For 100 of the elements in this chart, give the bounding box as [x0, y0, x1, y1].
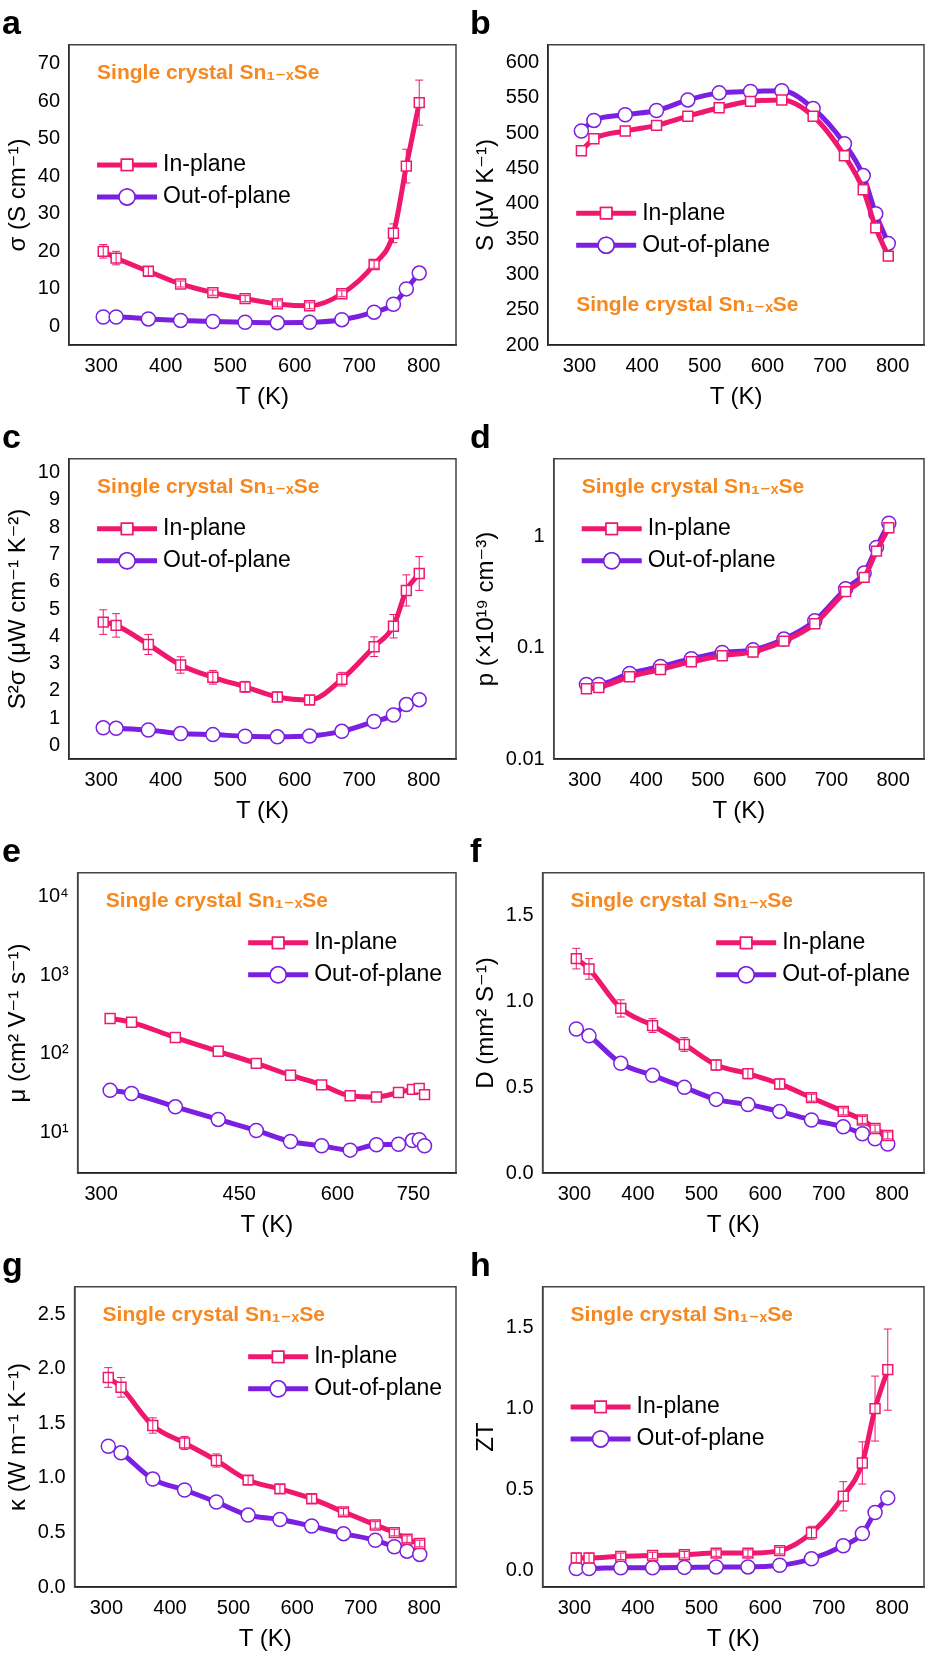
legend-label: In-plane [647, 514, 731, 541]
point [644, 1067, 661, 1084]
y-tick-label: 0.5 [37, 1520, 66, 1543]
legend-label: Out-of-plane [314, 960, 443, 987]
point [240, 1507, 256, 1523]
point [771, 1103, 788, 1120]
y-tick-label: 250 [505, 297, 540, 320]
point [676, 1079, 693, 1096]
point [335, 1525, 352, 1542]
y-tick-label: 1.0 [505, 1396, 534, 1419]
x-tick-label: 400 [629, 767, 663, 790]
y-tick-label: 60 [37, 88, 61, 111]
y-tick-label: 300 [505, 262, 540, 285]
point [269, 729, 286, 745]
y-tick-label: 1.5 [37, 1410, 66, 1433]
x-tick-label: 400 [621, 1595, 655, 1618]
y-tick-label: 450 [505, 156, 540, 179]
y-tick-label: 2 [48, 678, 61, 701]
point [334, 311, 350, 328]
point [140, 722, 157, 738]
point [303, 1518, 320, 1534]
point [654, 663, 667, 676]
annotation: Single crystal Sn₁₋ₓSe [576, 292, 799, 315]
point [145, 1471, 161, 1487]
x-axis-title: T (K) [709, 382, 763, 410]
legend-label: In-plane [314, 928, 398, 955]
point [208, 1494, 225, 1510]
y-axis-title: D (mm² S⁻¹) [471, 957, 499, 1089]
legend-label: Out-of-plane [163, 546, 291, 573]
point [858, 571, 870, 584]
point [771, 1557, 788, 1574]
point [778, 635, 790, 647]
x-tick-label: 400 [621, 1181, 655, 1204]
legend-label: In-plane [163, 150, 247, 177]
point [708, 1559, 724, 1575]
point [95, 720, 111, 736]
point [716, 650, 728, 662]
x-tick-label: 750 [396, 1181, 431, 1204]
point [870, 545, 883, 557]
point [711, 85, 727, 101]
y-axis-title: p (×10¹⁹ cm⁻³) [471, 531, 499, 687]
point [682, 110, 694, 122]
y-axis-title: ZT [471, 1422, 499, 1452]
x-tick-label: 800 [875, 1595, 909, 1618]
y-tick-label: 600 [505, 49, 540, 72]
y-tick-label: 1.5 [505, 903, 534, 926]
point [740, 1096, 756, 1113]
point [573, 123, 590, 139]
point [650, 119, 663, 132]
point [113, 1445, 129, 1461]
point [140, 311, 157, 327]
y-tick-label: 10⁴ [37, 883, 69, 906]
point [740, 1559, 756, 1575]
legend-label: Out-of-plane [314, 1374, 443, 1401]
x-tick-label: 800 [875, 1181, 909, 1204]
point [588, 133, 600, 145]
y-tick-label: 50 [37, 126, 61, 149]
y-tick-label: 0 [48, 313, 61, 336]
chart-title: g [2, 1244, 23, 1283]
x-axis-title: T (K) [236, 796, 289, 824]
point [385, 707, 402, 723]
point [870, 222, 882, 234]
x-tick-label: 500 [213, 767, 247, 790]
x-tick-label: 600 [748, 1181, 782, 1204]
y-tick-label: 8 [48, 514, 61, 537]
x-tick-label: 700 [343, 1595, 378, 1618]
annotation: Single crystal Sn₁₋ₓSe [105, 887, 329, 911]
point [205, 313, 221, 330]
legend-label: In-plane [314, 1342, 398, 1369]
legend-label: In-plane [782, 928, 866, 955]
x-tick-label: 300 [89, 1595, 124, 1618]
point [398, 281, 415, 297]
point [172, 725, 189, 742]
point [644, 1559, 661, 1576]
y-tick-label: 1.0 [37, 1465, 66, 1488]
x-tick-label: 600 [320, 1181, 355, 1204]
point [880, 1490, 896, 1506]
y-tick-label: 10³ [39, 962, 69, 985]
y-tick-label: 40 [37, 163, 61, 186]
y-tick-label: 0.5 [505, 1477, 534, 1500]
point [581, 1028, 597, 1044]
point [272, 1511, 288, 1528]
point [334, 723, 350, 740]
point [366, 713, 382, 730]
x-tick-label: 600 [750, 353, 785, 376]
point [623, 671, 636, 683]
chart-title: f [470, 830, 482, 869]
y-tick-label: 0 [48, 733, 61, 756]
x-tick-label: 450 [222, 1181, 256, 1204]
annotation: Single crystal Sn₁₋ₓSe [581, 473, 805, 497]
x-tick-label: 500 [688, 353, 722, 376]
x-tick-label: 600 [280, 1595, 314, 1618]
x-tick-label: 400 [149, 353, 183, 376]
legend-label: Out-of-plane [647, 546, 776, 573]
point [744, 95, 757, 108]
y-axis-title: κ (W m⁻¹ K⁻¹) [3, 1363, 31, 1511]
point [367, 1532, 384, 1548]
legend-label: In-plane [642, 198, 726, 225]
annotation: Single crystal Sn₁₋ₓSe [570, 887, 793, 911]
point [867, 1504, 883, 1521]
